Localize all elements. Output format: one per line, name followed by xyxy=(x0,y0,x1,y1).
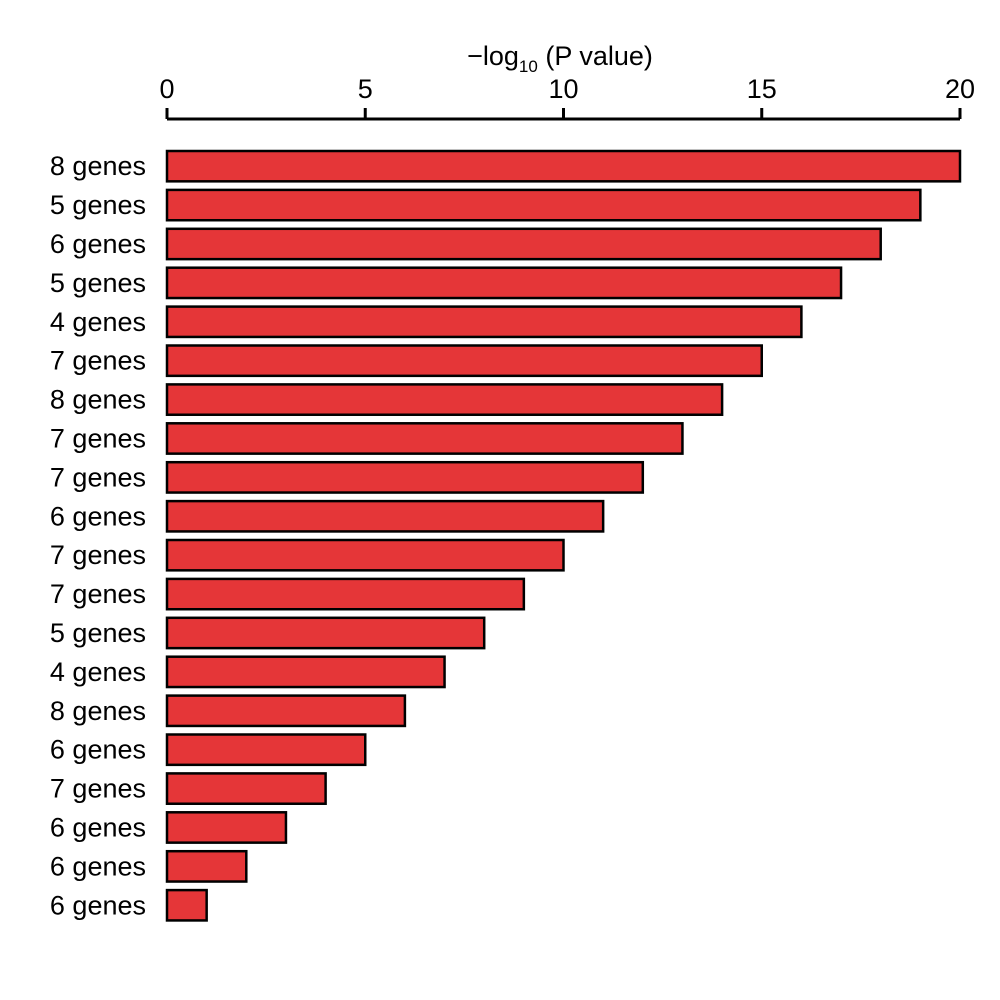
category-label: 4 genes xyxy=(50,657,146,687)
category-label: 7 genes xyxy=(50,346,146,376)
x-tick-label: 5 xyxy=(358,74,373,104)
x-axis-title-suffix: (P value) xyxy=(538,41,653,71)
x-axis-title-prefix: −log xyxy=(467,41,519,71)
category-label: 5 genes xyxy=(50,190,146,220)
bar xyxy=(165,149,962,183)
bar xyxy=(165,577,526,611)
category-label: 7 genes xyxy=(50,540,146,570)
category-label: 8 genes xyxy=(50,385,146,415)
bar-series xyxy=(165,149,962,922)
bar xyxy=(165,811,288,844)
bar xyxy=(165,849,248,883)
category-label: 6 genes xyxy=(50,735,146,765)
category-label: 5 genes xyxy=(50,618,146,648)
category-label: 7 genes xyxy=(50,579,146,609)
x-axis: 0 5 10 15 20 xyxy=(159,74,975,121)
bar xyxy=(165,227,882,261)
bar xyxy=(165,344,763,378)
bar xyxy=(165,266,843,300)
category-label: 7 genes xyxy=(50,774,146,804)
x-axis-title: −log10 (P value) xyxy=(467,41,653,76)
category-label: 6 genes xyxy=(50,501,146,531)
bar xyxy=(165,460,645,494)
bar xyxy=(165,772,327,805)
bar xyxy=(165,188,922,222)
category-label: 6 genes xyxy=(50,229,146,259)
bar xyxy=(165,733,367,767)
bar xyxy=(165,305,803,339)
bar xyxy=(165,422,684,455)
bar xyxy=(165,694,407,728)
category-label: 4 genes xyxy=(50,307,146,337)
category-label: 6 genes xyxy=(50,890,146,920)
category-label: 8 genes xyxy=(50,151,146,181)
bar xyxy=(165,499,605,533)
category-label: 6 genes xyxy=(50,851,146,881)
category-labels: 8 genes 5 genes 6 genes 5 genes 4 genes 7 gen… xyxy=(50,151,146,920)
category-label: 7 genes xyxy=(50,423,146,453)
x-tick-label: 0 xyxy=(159,74,174,104)
bar xyxy=(165,538,565,572)
bar xyxy=(165,655,446,689)
x-tick-label: 20 xyxy=(945,74,975,104)
x-tick-label: 15 xyxy=(747,74,777,104)
x-tick-label: 10 xyxy=(548,74,578,104)
bar xyxy=(165,888,208,922)
x-axis-title-subscript: 10 xyxy=(519,57,538,76)
category-label: 6 genes xyxy=(50,812,146,842)
category-label: 5 genes xyxy=(50,268,146,298)
bar xyxy=(165,616,486,650)
category-label: 7 genes xyxy=(50,462,146,492)
category-label: 8 genes xyxy=(50,696,146,726)
bar xyxy=(165,383,724,416)
